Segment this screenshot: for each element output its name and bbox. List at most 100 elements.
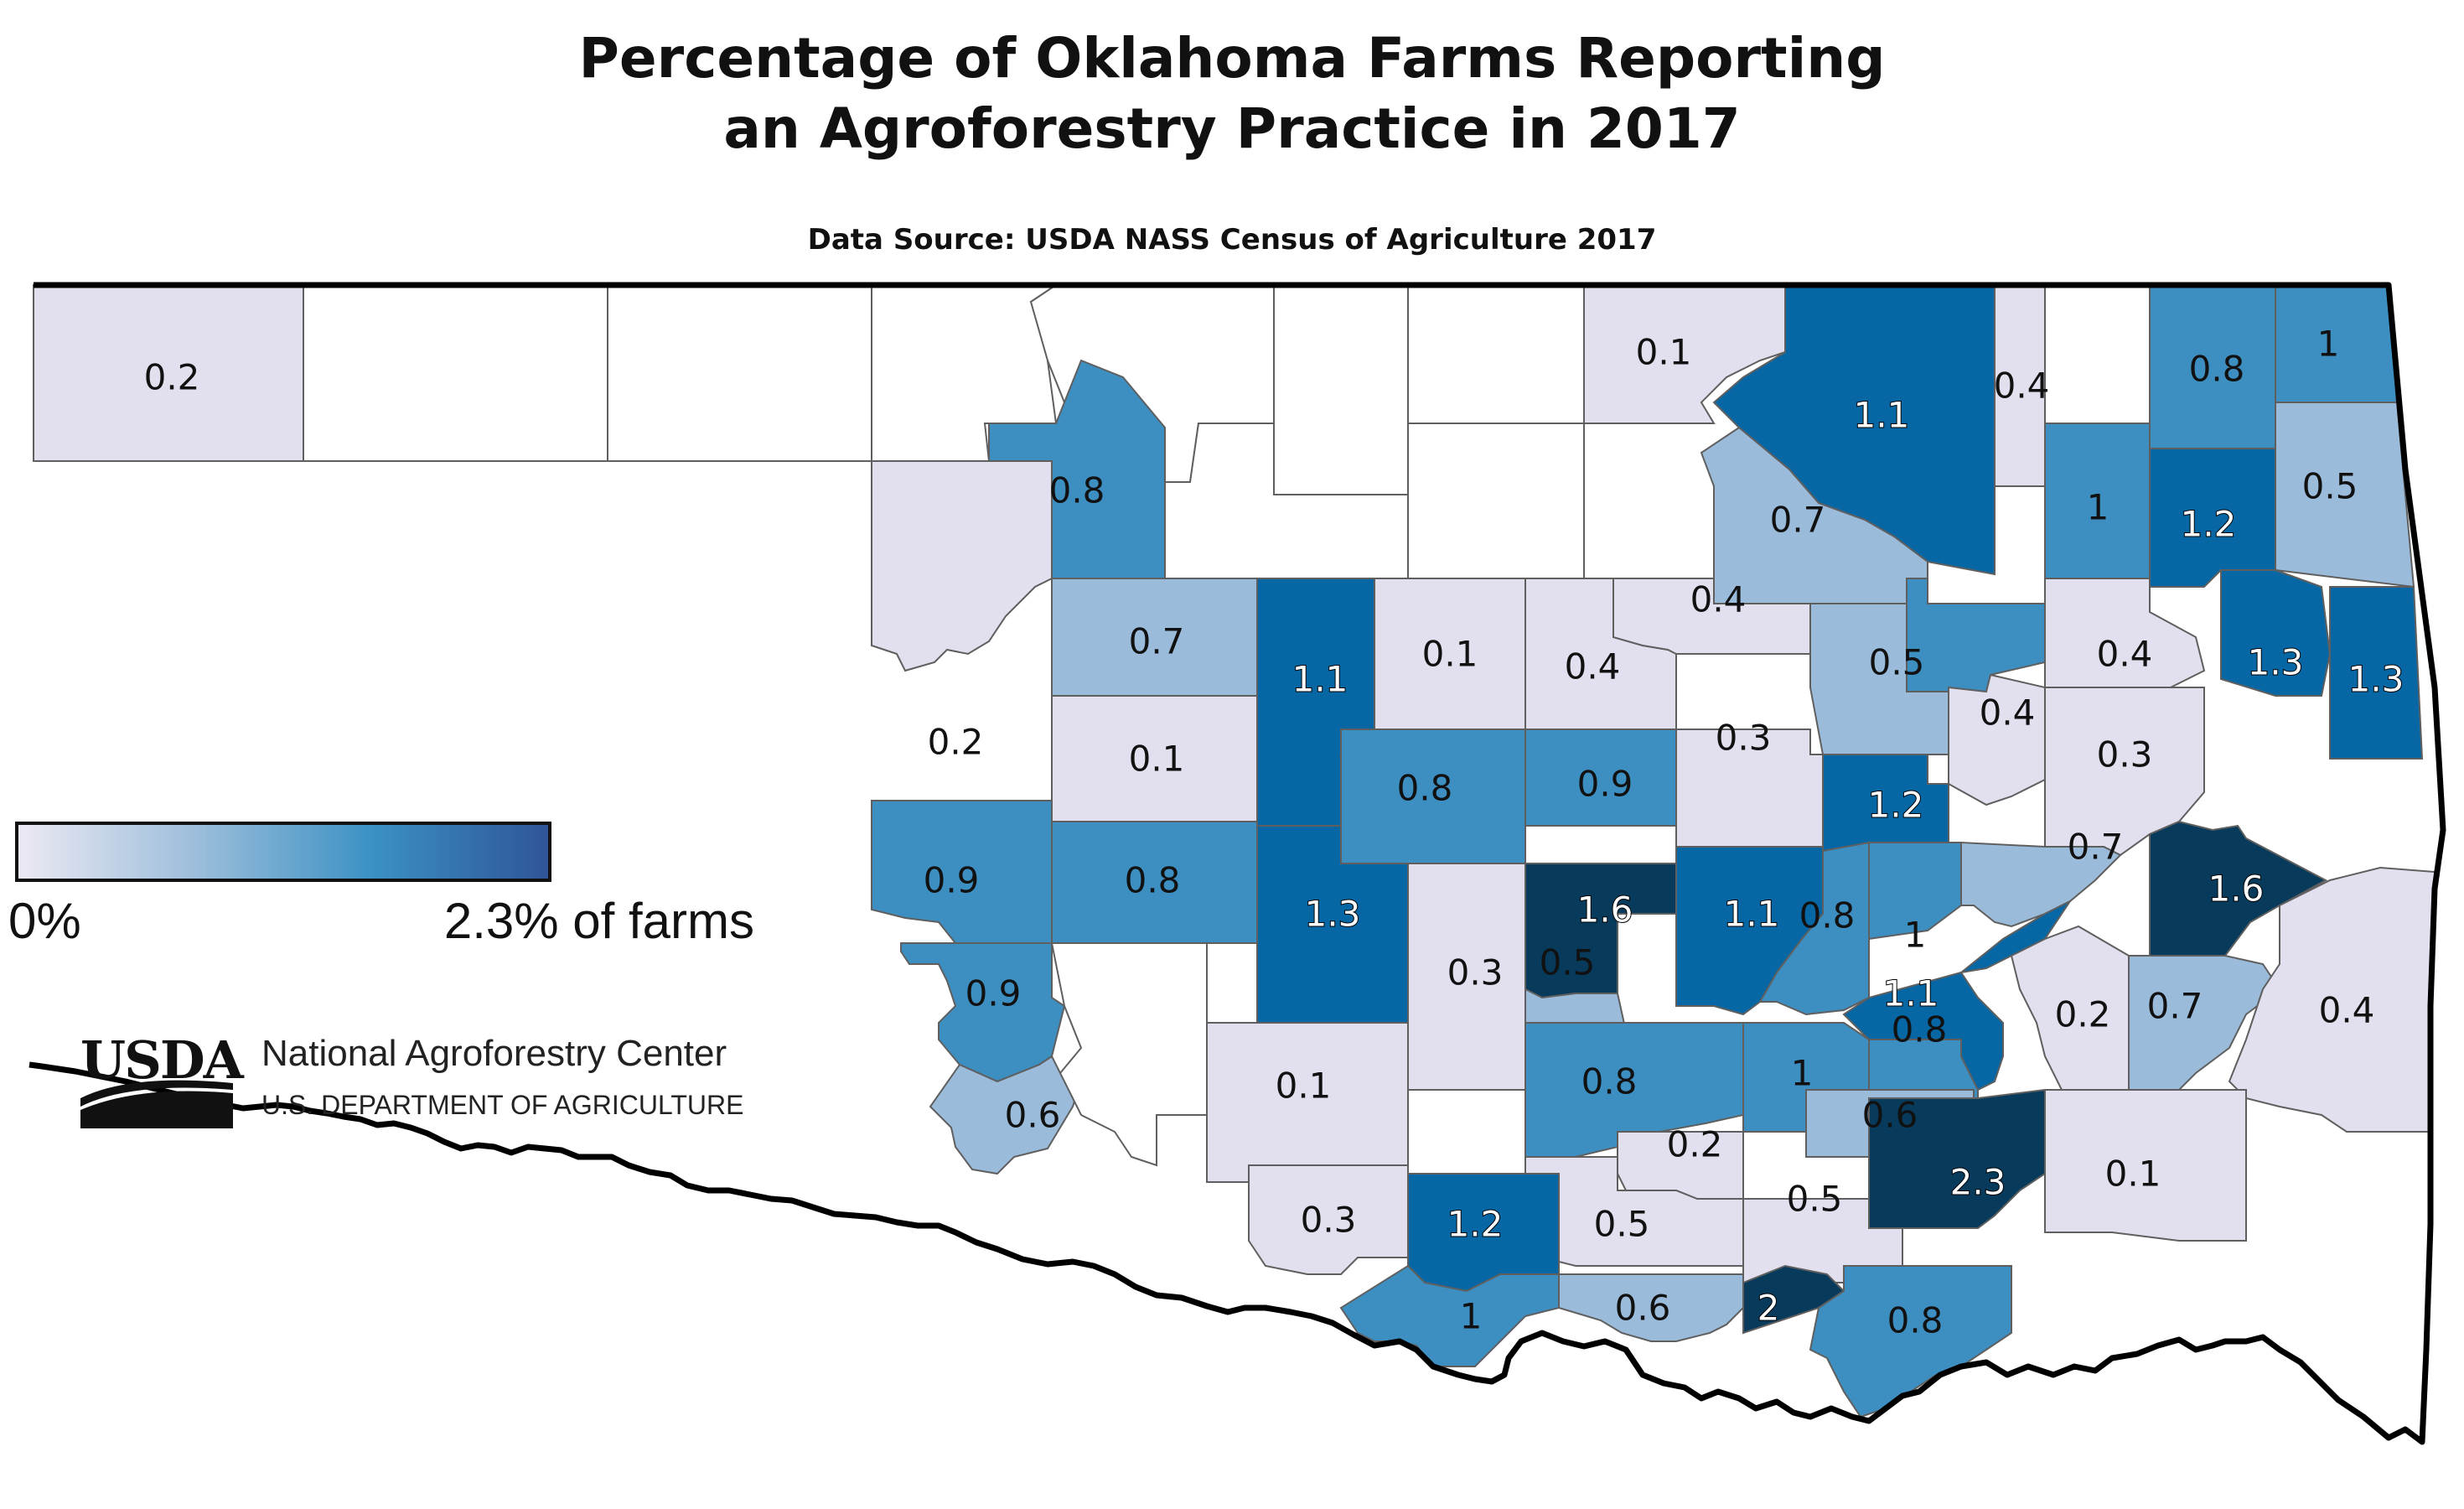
county-26	[1612, 578, 1811, 655]
county-10	[1407, 423, 1585, 579]
county-value-label: 0.6	[1005, 1095, 1061, 1136]
county-60	[2228, 866, 2436, 1133]
county-value-label: 0.1	[1422, 634, 1478, 675]
county-value-label: 0.4	[1994, 366, 2050, 407]
county-value-label: 0.4	[2097, 634, 2153, 675]
county-value-label: 0.7	[1129, 621, 1185, 662]
county-value-label: 0.5	[1540, 942, 1596, 983]
county-value-label: 1.3	[1305, 894, 1361, 935]
county-value-label: 0.2	[144, 357, 200, 398]
county-value-label: 0.5	[1787, 1179, 1843, 1220]
county-50	[2149, 820, 2328, 957]
county-value-label: 0.7	[1770, 500, 1826, 541]
county-value-label: 0.2	[928, 722, 984, 763]
county-27	[1906, 578, 2046, 692]
county-49	[1960, 841, 2122, 928]
county-value-label: 0.4	[1980, 692, 2036, 734]
county-9	[1407, 284, 1585, 424]
county-value-label: 0.7	[2147, 986, 2203, 1027]
county-value-label: 1	[1791, 1053, 1814, 1094]
county-value-label: 0.4	[2319, 990, 2375, 1031]
county-value-label: 0.3	[1447, 952, 1504, 993]
county-value-label: 0.8	[1125, 860, 1181, 901]
county-39	[2044, 687, 2205, 857]
county-58	[1842, 899, 2073, 1092]
county-64	[1868, 1088, 2046, 1229]
county-value-label: 0.3	[1716, 718, 1772, 759]
county-31	[2329, 586, 2424, 760]
county-value-label: 0.1	[2105, 1154, 2161, 1195]
county-value-label: 0.1	[1636, 332, 1692, 373]
county-value-label: 0.8	[1892, 1009, 1948, 1050]
usda-logo-text: USDA	[80, 1029, 244, 1091]
legend-max-label: 2.3% of farms	[443, 893, 754, 949]
county-value-label: 1.2	[1447, 1204, 1504, 1245]
county-value-label: 0.6	[1862, 1095, 1918, 1136]
county-53	[1050, 942, 1208, 1167]
county-value-label: 0.9	[924, 860, 980, 901]
county-value-label: 1.1	[1724, 894, 1780, 935]
county-2	[303, 284, 608, 462]
state-outline	[28, 282, 2446, 1445]
county-value-label: 0.4	[1690, 579, 1747, 620]
county-65	[2044, 1089, 2247, 1242]
county-value-label: 1.3	[2248, 642, 2304, 683]
organization-department: U.S. DEPARTMENT OF AGRICULTURE	[261, 1090, 744, 1120]
county-value-label: 0.8	[1799, 895, 1856, 936]
county-73	[1809, 1265, 2012, 1418]
county-value-label: 1.1	[1292, 659, 1348, 700]
county-value-label: 0.5	[2302, 466, 2358, 507]
county-value-label: 0.8	[1887, 1300, 1944, 1341]
county-21	[871, 460, 1053, 672]
county-value-label: 0.7	[2068, 827, 2124, 868]
county-layer	[33, 284, 2436, 1418]
county-value-label: 1.6	[2208, 869, 2265, 910]
county-14	[2044, 284, 2151, 424]
county-value-label: 0.6	[1615, 1288, 1671, 1329]
data-source: Data Source: USDA NASS Census of Agricul…	[807, 223, 1657, 257]
county-value-label: 2.3	[1950, 1162, 2006, 1203]
county-48	[1868, 842, 1962, 941]
title-line-2: an Agroforestry Practice in 2017	[723, 96, 1741, 161]
county-value-label: 0.9	[965, 973, 1022, 1014]
county-value-label: 1.1	[1883, 973, 1939, 1014]
usda-logo	[80, 1080, 233, 1128]
county-value-label: 1.6	[1577, 889, 1633, 931]
county-30	[2220, 569, 2332, 697]
county-value-label: 1	[1904, 915, 1927, 956]
county-value-label: 0.3	[1301, 1200, 1357, 1241]
county-value-label: 1	[2317, 324, 2340, 365]
county-52	[929, 1055, 1083, 1175]
county-47	[1758, 841, 1870, 1016]
county-value-label: 0.1	[1129, 739, 1185, 780]
county-value-label: 0.8	[1581, 1061, 1638, 1102]
county-value-label: 1	[1460, 1296, 1483, 1337]
county-value-label: 0.2	[1667, 1124, 1723, 1165]
county-value-label: 0.8	[1049, 470, 1105, 511]
county-value-label: 0.2	[2055, 994, 2111, 1035]
county-value-label: 1	[2087, 487, 2109, 528]
legend-min-label: 0%	[8, 893, 81, 949]
county-value-label: 1.1	[1854, 395, 1910, 436]
title-line-1: Percentage of Oklahoma Farms Reporting	[578, 26, 1886, 91]
county-value-label: 0.8	[1397, 768, 1453, 809]
county-value-label: 0.8	[2189, 349, 2245, 390]
county-value-label: 1.3	[2348, 659, 2404, 700]
county-value-label: 0.9	[1577, 764, 1633, 805]
county-value-label: 0.3	[2097, 734, 2153, 775]
map-title: Percentage of Oklahoma Farms Reporting a…	[0, 23, 2464, 164]
county-label-layer: 0.20.80.11.10.4 0.810.7 1 1.20.50.20.71.10.…	[144, 324, 2405, 1341]
legend-color-ramp	[15, 822, 551, 882]
county-value-label: 1.2	[2181, 504, 2237, 545]
county-value-label: 1.2	[1868, 785, 1924, 826]
county-value-label: 0.4	[1565, 646, 1621, 687]
county-value-label: 0.5	[1869, 642, 1925, 683]
county-value-label: 0.5	[1594, 1204, 1650, 1245]
county-value-label: 0.1	[1276, 1066, 1332, 1107]
county-51	[900, 942, 1066, 1083]
county-value-label: 2	[1757, 1288, 1780, 1329]
county-3	[607, 284, 872, 462]
county-6	[1273, 284, 1409, 495]
organization-name: National Agroforestry Center	[261, 1033, 727, 1074]
